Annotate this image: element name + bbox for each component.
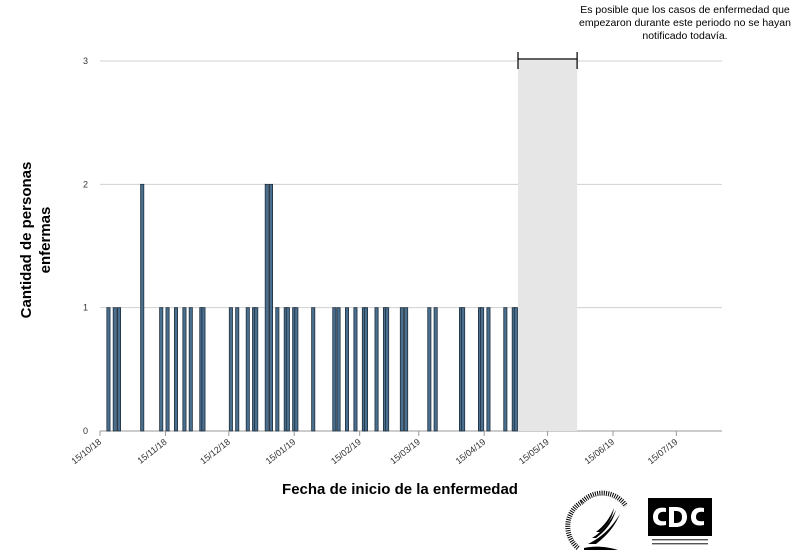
y-axis-ticks: 0 1 2 3 bbox=[83, 56, 88, 436]
bar-33 bbox=[399, 307, 404, 432]
bar-26 bbox=[344, 307, 349, 432]
reporting-delay-note: Es posible que los casos de enfermedad q… bbox=[579, 4, 791, 42]
y-tick-label-3: 3 bbox=[83, 56, 88, 66]
x-tick-label-3: 15/01/19 bbox=[264, 437, 298, 466]
y-tick-label-1: 1 bbox=[83, 303, 88, 313]
x-tick-label-2: 15/12/18 bbox=[198, 437, 232, 466]
x-tick-label-4: 15/02/19 bbox=[329, 437, 363, 466]
bar-6 bbox=[173, 307, 178, 432]
bar-8 bbox=[188, 307, 193, 432]
x-tick-label-8: 15/06/19 bbox=[582, 437, 616, 466]
x-tick-label-0: 15/10/18 bbox=[69, 437, 103, 466]
bar-44 bbox=[513, 307, 518, 432]
cdc-logo-letters bbox=[653, 507, 704, 527]
bar-0 bbox=[106, 307, 111, 432]
x-tick-label-1: 15/11/18 bbox=[135, 437, 168, 466]
bar-40 bbox=[480, 307, 485, 432]
bar-20 bbox=[285, 307, 290, 432]
y-axis-title: Cantidad de personas enfermas bbox=[18, 161, 54, 319]
hhs-eagle-logo bbox=[565, 490, 629, 550]
bar-32 bbox=[385, 307, 390, 432]
bar-3 bbox=[140, 183, 145, 432]
bar-5 bbox=[165, 307, 170, 432]
bar-1 bbox=[112, 307, 117, 432]
unreported-period-bracket bbox=[517, 52, 578, 69]
bar-25 bbox=[336, 307, 341, 432]
bar-11 bbox=[228, 307, 233, 432]
bar-35 bbox=[427, 307, 432, 432]
bar-27 bbox=[353, 307, 358, 432]
bar-42 bbox=[503, 307, 508, 432]
bars bbox=[106, 183, 518, 432]
bar-24 bbox=[332, 307, 337, 432]
bar-38 bbox=[461, 307, 466, 432]
bar-41 bbox=[486, 307, 491, 432]
bar-10 bbox=[201, 307, 206, 432]
bar-17 bbox=[268, 183, 273, 432]
cdc-logo-tagline bbox=[652, 539, 708, 545]
bar-4 bbox=[159, 307, 164, 432]
x-tick-label-6: 15/04/19 bbox=[454, 437, 488, 466]
cdc-logo-box bbox=[648, 498, 712, 536]
x-axis-title: Fecha de inicio de la enfermedad bbox=[282, 481, 518, 498]
cdc-logo bbox=[648, 498, 712, 550]
bar-36 bbox=[433, 307, 438, 432]
bar-29 bbox=[363, 307, 368, 432]
bar-7 bbox=[182, 307, 187, 432]
grid-lines bbox=[100, 60, 722, 432]
y-tick-label-2: 2 bbox=[83, 179, 88, 189]
unreported-period-shade bbox=[518, 61, 578, 431]
bar-13 bbox=[245, 307, 250, 432]
y-axis-title-wrap: Cantidad de personas enfermas bbox=[6, 140, 66, 340]
y-tick-label-0: 0 bbox=[83, 426, 88, 436]
bar-23 bbox=[311, 307, 316, 432]
bar-12 bbox=[235, 307, 240, 432]
bar-2 bbox=[117, 307, 122, 432]
x-tick-label-7: 15/05/19 bbox=[517, 437, 551, 466]
bar-18 bbox=[275, 307, 280, 432]
bar-15 bbox=[254, 307, 259, 432]
bar-34 bbox=[404, 307, 409, 432]
bar-30 bbox=[374, 307, 379, 432]
bar-16 bbox=[264, 183, 269, 432]
x-tick-label-5: 15/03/19 bbox=[388, 437, 422, 466]
x-axis-ticks: 15/10/18 15/11/18 15/12/18 15/01/19 15/02/19… bbox=[69, 431, 680, 466]
bar-22 bbox=[294, 307, 299, 432]
x-tick-label-9: 15/07/19 bbox=[646, 437, 680, 466]
